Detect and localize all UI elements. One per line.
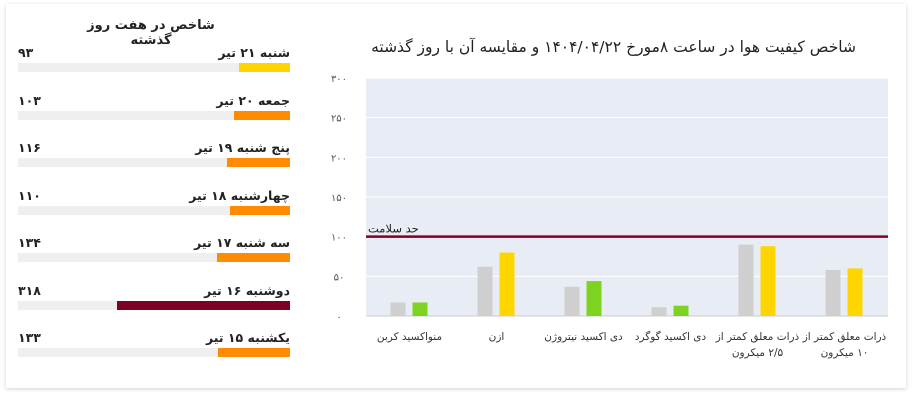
- day-label: سه شنبه ۱۷ تیر: [194, 235, 290, 250]
- day-value: ۹۳: [18, 45, 34, 60]
- day-bar-fill: [239, 63, 290, 72]
- weekly-day-row: یکشنبه ۱۵ تیر ۱۳۳: [18, 330, 290, 366]
- bar-previous: [390, 302, 406, 316]
- day-label: چهارشنبه ۱۸ تیر: [189, 187, 290, 203]
- day-bar-track: [18, 348, 290, 357]
- bar-current: [847, 268, 863, 316]
- day-bar-track: [18, 110, 290, 120]
- day-bar-track: [18, 63, 290, 72]
- y-tick-label: ۵۰: [334, 272, 345, 283]
- bar-current: [412, 302, 428, 316]
- y-tick-label: ۱۰۰: [331, 233, 347, 244]
- bar-previous: [564, 286, 580, 316]
- x-category-label: ۲/۵ میکرون: [732, 347, 784, 359]
- chart-title: شاخص کیفیت هوا در ساعت ۸مورخ ۱۴۰۴/۰۴/۲۲ …: [371, 38, 856, 56]
- day-bar-track: [18, 158, 290, 167]
- y-tick-label: ۲۰۰: [331, 153, 347, 164]
- bar-current: [673, 305, 689, 316]
- day-bar-fill: [233, 110, 290, 120]
- bar-current: [586, 281, 602, 316]
- day-label: پنج شنبه ۱۹ تیر: [195, 140, 290, 155]
- day-bar-track: [18, 205, 290, 215]
- x-category-label: منواکسید کربن: [377, 331, 442, 343]
- day-bar-fill: [226, 158, 290, 167]
- health-threshold-label: حد سلامت: [368, 222, 419, 236]
- weekly-panel-title: شاخص در هفت روز گذشته: [87, 18, 215, 48]
- weekly-day-row: سه شنبه ۱۷ تیر ۱۳۴: [18, 235, 290, 271]
- y-tick-label: ۰: [336, 312, 341, 323]
- y-tick-label: ۲۵۰: [331, 114, 347, 125]
- weekly-day-row: شنبه ۲۱ تیر ۹۳: [18, 45, 290, 81]
- bar-previous: [651, 307, 667, 316]
- day-bar-fill: [117, 300, 290, 310]
- day-value: ۱۳۴: [18, 235, 41, 250]
- x-category-label: دی اکسید گوگرد: [635, 330, 707, 343]
- x-category-label: ذرات معلق کمتر از: [802, 331, 887, 343]
- y-tick-label: ۱۵۰: [331, 193, 347, 204]
- day-label: دوشنبه ۱۶ تیر: [204, 282, 290, 298]
- bar-previous: [825, 269, 841, 316]
- weekly-day-row: جمعه ۲۰ تیر ۱۰۳: [18, 93, 290, 129]
- weekly-day-row: چهارشنبه ۱۸ تیر ۱۱۰: [18, 188, 290, 224]
- day-bar-track: [18, 300, 290, 310]
- day-bar-fill: [230, 205, 290, 215]
- x-category-label: دی اکسید نیتروژن: [544, 331, 623, 343]
- day-value: ۱۱۶: [18, 140, 41, 155]
- day-bar-fill: [217, 348, 290, 357]
- day-label: یکشنبه ۱۵ تیر: [205, 330, 290, 345]
- bar-current: [760, 246, 776, 316]
- day-bar-track: [18, 253, 290, 262]
- bar-current: [499, 252, 515, 316]
- weekly-day-row: دوشنبه ۱۶ تیر ۳۱۸: [18, 283, 290, 319]
- day-value: ۱۳۳: [18, 330, 41, 345]
- bar-previous: [738, 244, 754, 316]
- weekly-day-row: پنج شنبه ۱۹ تیر ۱۱۶: [18, 140, 290, 176]
- day-bar-fill: [217, 253, 290, 262]
- x-category-label: ۱۰ میکرون: [821, 347, 869, 359]
- day-value: ۱۰۳: [18, 92, 41, 108]
- day-value: ۳۱۸: [18, 282, 41, 298]
- x-category-label: ذرات معلق کمتر از: [715, 331, 800, 343]
- day-label: شنبه ۲۱ تیر: [218, 45, 290, 60]
- day-label: جمعه ۲۰ تیر: [216, 92, 290, 108]
- y-tick-label: ۳۰۰: [331, 74, 347, 85]
- bar-previous: [477, 266, 493, 316]
- day-value: ۱۱۰: [18, 187, 41, 203]
- x-category-label: ازن: [489, 331, 505, 343]
